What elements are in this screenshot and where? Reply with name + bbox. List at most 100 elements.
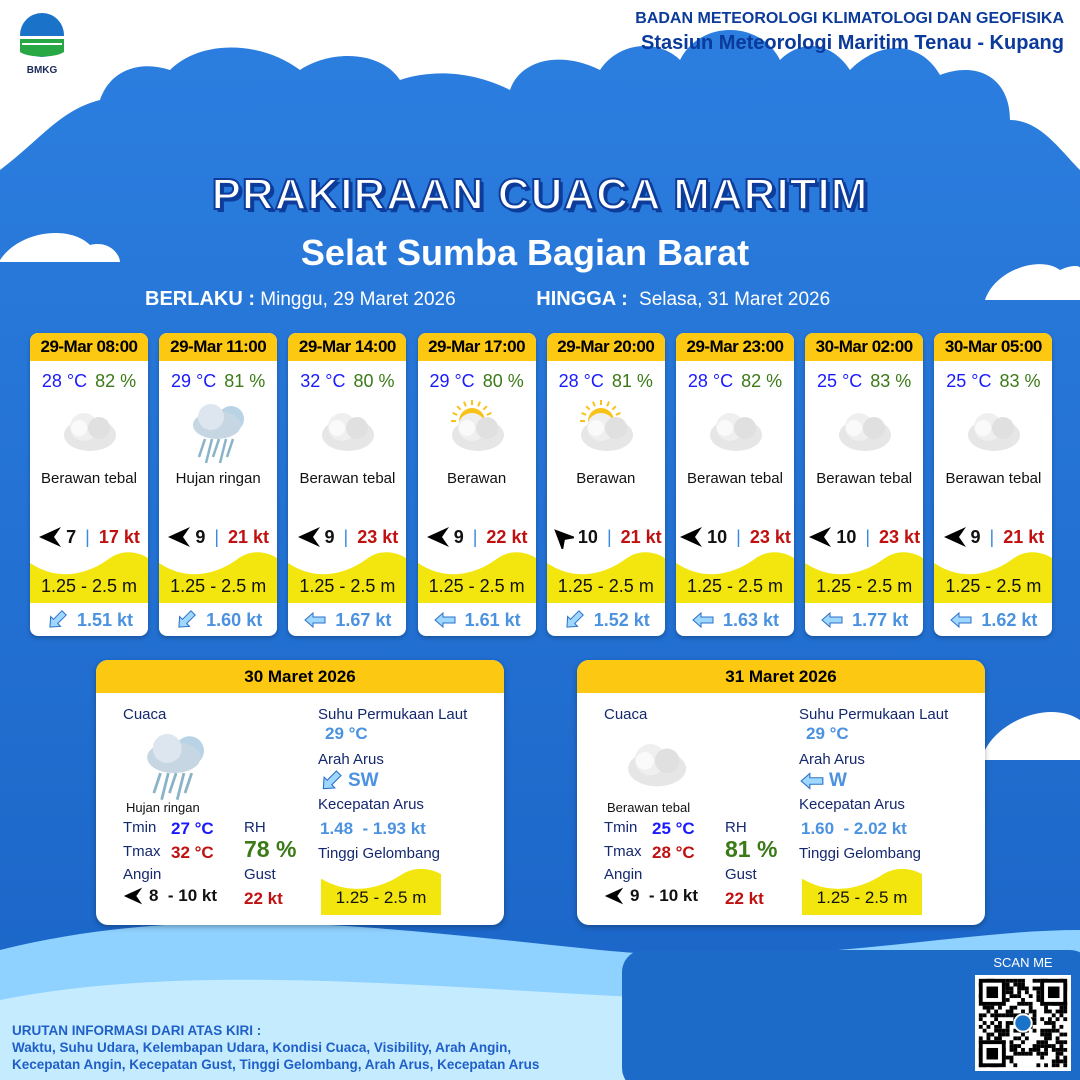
wave-height: 1.25 - 2.5 m bbox=[557, 576, 654, 596]
qr-code[interactable] bbox=[975, 975, 1071, 1071]
air-temperature: 28 °C bbox=[558, 371, 604, 391]
current-speed-label: Kecepatan Arus bbox=[799, 796, 905, 813]
humidity: 83 % bbox=[870, 371, 912, 391]
humidity: 80 % bbox=[353, 371, 395, 391]
valid-from: Minggu, 29 Maret 2026 bbox=[260, 289, 456, 310]
humidity: 80 % bbox=[482, 371, 524, 391]
rh-label: RH bbox=[244, 819, 266, 836]
wind-speed: 10 bbox=[836, 526, 857, 547]
wave-height-value: 1.25 - 2.5 m bbox=[335, 888, 427, 907]
forecast-time: 29-Mar 23:00 bbox=[676, 333, 794, 361]
wind-direction-icon bbox=[426, 527, 449, 547]
wave-height-shape bbox=[805, 552, 924, 603]
current-direction: SW bbox=[348, 770, 379, 791]
air-temperature: 29 °C bbox=[429, 371, 475, 391]
wind-range: 8 - 10 kt bbox=[149, 886, 218, 905]
cloudy-icon bbox=[322, 413, 375, 451]
forecast-card: 29-Mar 23:00 28 °C 82 % Berawan tebal 10 … bbox=[676, 333, 794, 636]
forecast-time: 30-Mar 02:00 bbox=[805, 333, 924, 361]
gust-speed: 21 kt bbox=[1003, 526, 1045, 547]
gust-label: Gust bbox=[244, 866, 276, 883]
legend-line: Waktu, Suhu Udara, Kelembapan Udara, Kon… bbox=[12, 1040, 512, 1055]
agency-name: BADAN METEOROLOGI KLIMATOLOGI DAN GEOFIS… bbox=[635, 10, 1064, 27]
partly-cloudy-icon bbox=[579, 400, 633, 451]
wave-height-shape bbox=[30, 552, 148, 603]
humidity: 81 % bbox=[611, 371, 653, 391]
daily-date: 30 Maret 2026 bbox=[96, 660, 504, 693]
gust-speed: 23 kt bbox=[749, 526, 791, 547]
gust-speed: 23 kt bbox=[357, 526, 399, 547]
forecast-card: 29-Mar 14:00 32 °C 80 % Berawan tebal 9 |… bbox=[288, 333, 407, 636]
gust-label: Gust bbox=[725, 866, 757, 883]
air-temperature: 25 °C bbox=[817, 371, 863, 391]
wave-height: 1.25 - 2.5 m bbox=[816, 576, 913, 596]
wind-direction-icon bbox=[943, 527, 966, 547]
current-direction-label: Arah Arus bbox=[318, 751, 384, 768]
weather-condition: Berawan tebal bbox=[687, 470, 783, 487]
humidity: 81 % bbox=[224, 371, 266, 391]
weather-condition: Berawan bbox=[576, 470, 636, 487]
area-subtitle: Selat Sumba Bagian Barat bbox=[300, 232, 750, 273]
wave-height-shape bbox=[934, 552, 1053, 603]
gust-speed: 21 kt bbox=[228, 526, 270, 547]
wind-range: 9 - 10 kt bbox=[630, 886, 699, 905]
forecast-card: 30-Mar 05:00 25 °C 83 % Berawan tebal 9 |… bbox=[934, 333, 1053, 636]
tmin-label: Tmin bbox=[123, 819, 157, 836]
cloudy-icon bbox=[968, 413, 1021, 451]
air-temperature: 32 °C bbox=[300, 371, 346, 391]
weather-condition: Berawan tebal bbox=[607, 800, 691, 815]
wave-height-label: Tinggi Gelombang bbox=[318, 845, 441, 862]
weather-label: Cuaca bbox=[123, 706, 167, 723]
gust-speed: 22 kt bbox=[486, 526, 528, 547]
wind-direction-icon bbox=[168, 527, 191, 547]
wind-direction-icon bbox=[39, 527, 62, 547]
rh-value: 81 % bbox=[725, 836, 778, 862]
air-temperature: 28 °C bbox=[41, 371, 88, 391]
weather-condition: Berawan tebal bbox=[41, 470, 137, 487]
rain-icon bbox=[147, 734, 204, 801]
humidity: 82 % bbox=[95, 371, 137, 391]
gust-speed: 17 kt bbox=[98, 526, 140, 547]
cloudy-icon bbox=[839, 413, 892, 451]
rh-label: RH bbox=[725, 819, 747, 836]
legend-note: URUTAN INFORMASI DARI ATAS KIRI : Waktu,… bbox=[12, 1022, 539, 1073]
tmin-label: Tmin bbox=[604, 819, 638, 836]
current-direction-icon bbox=[566, 610, 584, 628]
daily-summary-panel: 30 Maret 2026 Cuaca Hujan ringan Tmin 27… bbox=[96, 660, 504, 925]
rh-value: 78 % bbox=[244, 836, 297, 862]
wind-direction-icon bbox=[680, 527, 703, 547]
current-speed-label: Kecepatan Arus bbox=[318, 796, 424, 813]
wave-height-label: Tinggi Gelombang bbox=[799, 845, 922, 862]
station-name: Stasiun Meteorologi Maritim Tenau - Kupa… bbox=[641, 32, 1064, 54]
current-speed: 1.62 kt bbox=[981, 609, 1038, 630]
current-speed: 1.67 kt bbox=[335, 609, 392, 630]
wave-height: 1.25 - 2.5 m bbox=[945, 576, 1042, 596]
humidity: 82 % bbox=[741, 371, 783, 391]
forecast-card: 29-Mar 11:00 29 °C 81 % Hujan ringan 9 | … bbox=[159, 333, 278, 636]
cloudy-icon bbox=[628, 744, 687, 787]
weather-condition: Berawan tebal bbox=[299, 470, 396, 487]
tmax-value: 32 °C bbox=[171, 843, 214, 862]
wave-height-shape bbox=[321, 868, 441, 915]
current-direction-icon bbox=[49, 610, 67, 628]
legend-line: Kecepatan Angin, Kecepatan Gust, Tinggi … bbox=[12, 1057, 540, 1072]
current-direction-icon bbox=[950, 611, 972, 629]
weather-condition: Hujan ringan bbox=[126, 800, 200, 815]
bmkg-logo: BMKG bbox=[14, 12, 70, 76]
wave-height-value: 1.25 - 2.5 m bbox=[816, 888, 908, 907]
weather-condition: Berawan tebal bbox=[816, 470, 913, 487]
wind-speed: 9 bbox=[970, 526, 981, 547]
wind-direction-icon bbox=[554, 529, 574, 549]
forecast-card: 29-Mar 08:00 28 °C 82 % Berawan tebal 7 |… bbox=[30, 333, 148, 636]
wind-speed: 9 bbox=[453, 526, 464, 547]
gust-value: 22 kt bbox=[244, 889, 283, 908]
forecast-time: 29-Mar 08:00 bbox=[30, 333, 148, 361]
wind-label: Angin bbox=[604, 866, 643, 883]
cloudy-icon bbox=[64, 413, 116, 451]
gust-speed: 21 kt bbox=[620, 526, 662, 547]
sst-value: 29 °C bbox=[806, 724, 849, 743]
wave-height: 1.25 - 2.5 m bbox=[40, 576, 138, 596]
forecast-time: 29-Mar 14:00 bbox=[288, 333, 407, 361]
daily-summary-panel: 31 Maret 2026 Cuaca Berawan tebal Tmin 2… bbox=[577, 660, 985, 925]
current-direction-icon bbox=[322, 770, 342, 790]
